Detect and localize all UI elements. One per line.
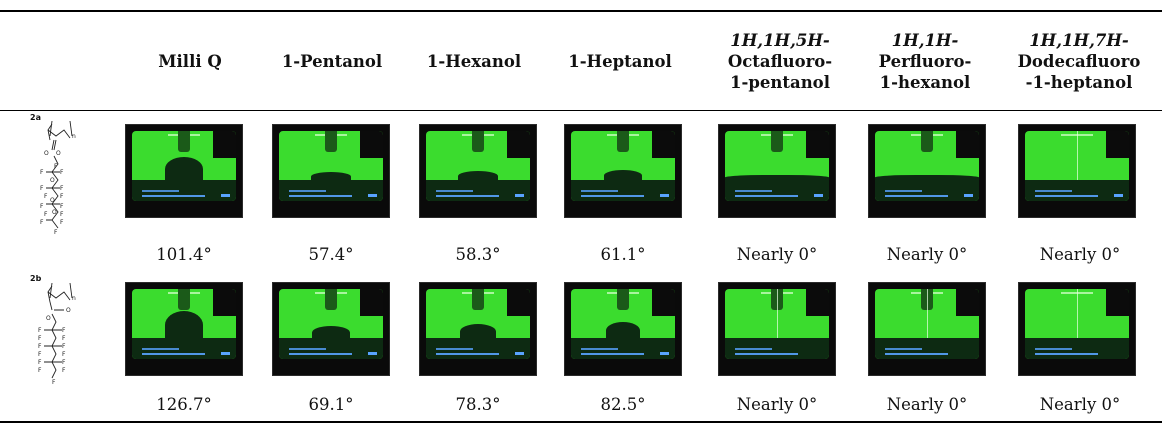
svg-text:F: F [62, 367, 66, 374]
svg-text:F: F [38, 367, 42, 374]
svg-text:F: F [38, 359, 42, 366]
angle-2a-octafluoro-pentanol: Nearly 0° [736, 244, 818, 264]
svg-text:F: F [62, 351, 66, 358]
photo-2a-dodecafluoro-heptanol [1018, 124, 1136, 218]
photo-2b-octafluoro-pentanol [718, 282, 836, 376]
angle-2b-perfluoro-hexanol: Nearly 0° [886, 394, 968, 414]
photo-2a-1-pentanol [272, 124, 390, 218]
svg-text:F: F [60, 211, 64, 218]
polymer-structure-2a: n O O F F F O F F F F O F F F F O F F F [40, 120, 76, 236]
angle-2a-perfluoro-hexanol: Nearly 0° [886, 244, 968, 264]
angle-2b-octafluoro-pentanol: Nearly 0° [736, 394, 818, 414]
header-perfluoro-hexanol: 1H,1H- Perfluoro- 1-hexanol [878, 30, 972, 92]
photo-2a-milli-q [125, 124, 243, 218]
row-label-2a: 2a [30, 113, 41, 122]
svg-text:F: F [44, 211, 48, 218]
svg-text:F: F [40, 219, 44, 226]
svg-text:F: F [40, 169, 44, 176]
table-bottom-rule [0, 421, 1162, 423]
svg-text:F: F [38, 343, 42, 350]
svg-text:O: O [66, 307, 71, 314]
header-1-hexanol: 1-Hexanol [426, 51, 522, 71]
svg-text:O: O [50, 177, 55, 184]
photo-2b-dodecafluoro-heptanol [1018, 282, 1136, 376]
photo-2b-1-hexanol [419, 282, 537, 376]
label-n: n [72, 133, 76, 140]
header-1-pentanol: 1-Pentanol [281, 51, 383, 71]
photo-2a-1-heptanol [564, 124, 682, 218]
polymer-structure-2b: n O O F F F F F F F F F F F F F [38, 282, 76, 386]
photo-2a-octafluoro-pentanol [718, 124, 836, 218]
angle-2a-milli-q: 101.4° [156, 244, 212, 264]
header-octafluoro-pentanol: 1H,1H,5H- Octafluoro- 1-pentanol [727, 30, 833, 92]
header-dodecafluoro-heptanol: 1H,1H,7H- Dodecafluoro -1-heptanol [1017, 30, 1141, 92]
svg-text:O: O [50, 197, 55, 204]
table-top-rule [0, 10, 1162, 12]
angle-2a-1-hexanol: 58.3° [455, 244, 501, 264]
svg-text:F: F [40, 203, 44, 210]
svg-text:F: F [60, 203, 64, 210]
header-1-heptanol: 1-Heptanol [568, 51, 672, 71]
svg-text:F: F [38, 327, 42, 334]
header-milli-q: Milli Q [158, 51, 222, 71]
angle-2a-1-pentanol: 57.4° [308, 244, 354, 264]
angle-2b-1-heptanol: 82.5° [600, 394, 646, 414]
photo-2b-1-pentanol [272, 282, 390, 376]
svg-text:F: F [38, 351, 42, 358]
svg-text:O: O [44, 150, 49, 157]
angle-2a-dodecafluoro-heptanol: Nearly 0° [1039, 244, 1121, 264]
photo-2a-perfluoro-hexanol [868, 124, 986, 218]
svg-text:F: F [62, 343, 66, 350]
angle-2a-1-heptanol: 61.1° [600, 244, 646, 264]
photo-2b-milli-q [125, 282, 243, 376]
row-label-2b: 2b [30, 274, 42, 283]
svg-text:F: F [60, 193, 64, 200]
svg-text:F: F [40, 185, 44, 192]
svg-text:F: F [60, 219, 64, 226]
svg-text:F: F [62, 359, 66, 366]
svg-text:F: F [62, 327, 66, 334]
angle-2b-1-pentanol: 69.1° [308, 394, 354, 414]
photo-2a-1-hexanol [419, 124, 537, 218]
svg-text:F: F [62, 335, 66, 342]
photo-2b-1-heptanol [564, 282, 682, 376]
angle-2b-dodecafluoro-heptanol: Nearly 0° [1039, 394, 1121, 414]
svg-text:O: O [46, 315, 51, 322]
svg-text:F: F [52, 379, 56, 386]
angle-2b-milli-q: 126.7° [156, 394, 212, 414]
svg-text:F: F [60, 169, 64, 176]
svg-text:F: F [60, 185, 64, 192]
svg-text:O: O [52, 209, 57, 216]
svg-text:F: F [54, 229, 58, 236]
svg-text:O: O [56, 150, 61, 157]
angle-2b-1-hexanol: 78.3° [455, 394, 501, 414]
svg-text:n: n [72, 295, 76, 302]
table-header-rule [0, 110, 1162, 111]
svg-text:F: F [44, 193, 48, 200]
svg-text:F: F [54, 163, 58, 170]
svg-text:F: F [38, 335, 42, 342]
photo-2b-perfluoro-hexanol [868, 282, 986, 376]
